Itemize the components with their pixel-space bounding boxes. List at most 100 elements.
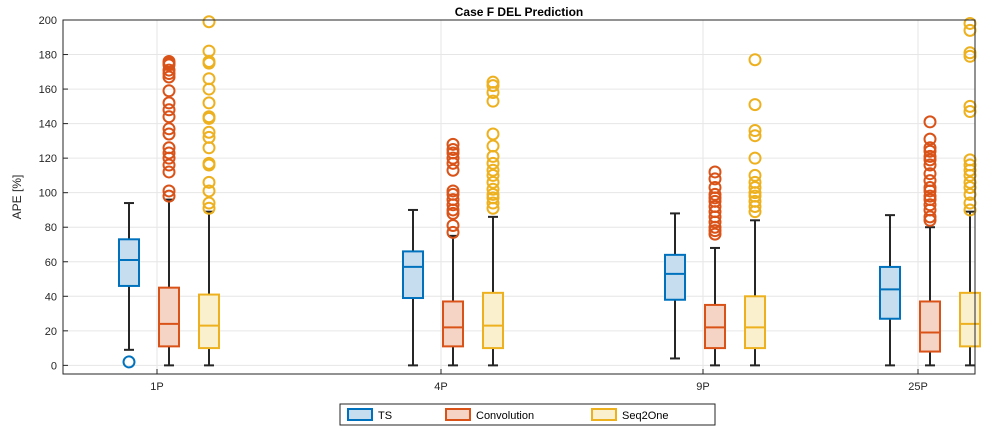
legend-label: Convolution bbox=[476, 410, 534, 422]
y-tick-label: 40 bbox=[45, 291, 57, 303]
box-iqr bbox=[919, 300, 941, 353]
outlier-point bbox=[162, 96, 176, 110]
outlier-point bbox=[923, 210, 937, 224]
outlier-point bbox=[486, 196, 500, 210]
box-TS-4P bbox=[402, 208, 424, 367]
y-tick-label: 160 bbox=[39, 84, 57, 96]
outlier-point bbox=[202, 72, 216, 86]
legend-swatch-Convolution bbox=[445, 408, 471, 421]
outlier-point bbox=[122, 355, 136, 369]
outlier-point bbox=[486, 149, 500, 163]
outlier-point bbox=[923, 198, 937, 212]
outlier-point bbox=[708, 187, 722, 201]
outlier-point bbox=[446, 137, 460, 151]
outlier-point bbox=[446, 225, 460, 239]
y-tick-label: 200 bbox=[39, 15, 57, 27]
outlier-point bbox=[486, 139, 500, 153]
outlier-point bbox=[202, 196, 216, 210]
outlier-point bbox=[162, 146, 176, 160]
y-axis-label: APE [%] bbox=[10, 175, 24, 220]
outlier-point bbox=[923, 181, 937, 195]
box-Seq2One-9P bbox=[744, 53, 766, 367]
outlier-point bbox=[446, 218, 460, 232]
x-tick-label: 25P bbox=[908, 381, 928, 393]
outlier-point bbox=[923, 158, 937, 172]
outlier-point bbox=[486, 75, 500, 89]
box-iqr bbox=[959, 291, 981, 348]
y-tick-label: 120 bbox=[39, 153, 57, 165]
outlier-point bbox=[162, 63, 176, 77]
outlier-point bbox=[162, 141, 176, 155]
outlier-point bbox=[446, 143, 460, 157]
x-tick-label: 1P bbox=[150, 381, 163, 393]
outlier-point bbox=[708, 199, 722, 213]
box-TS-1P bbox=[118, 202, 140, 369]
outlier-point bbox=[202, 201, 216, 215]
outlier-point bbox=[748, 129, 762, 143]
y-tick-label: 0 bbox=[51, 360, 57, 372]
outlier-point bbox=[708, 181, 722, 195]
box-iqr bbox=[482, 291, 504, 350]
x-tick-label: 4P bbox=[434, 381, 447, 393]
box-iqr bbox=[744, 295, 766, 350]
outlier-point bbox=[748, 194, 762, 208]
legend-box bbox=[339, 403, 716, 426]
outlier-point bbox=[446, 184, 460, 198]
outlier-point bbox=[202, 156, 216, 170]
outlier-point bbox=[162, 165, 176, 179]
box-Seq2One-25P bbox=[959, 16, 981, 367]
legend-label: Seq2One bbox=[622, 410, 668, 422]
box-TS-9P bbox=[664, 212, 686, 360]
outlier-point bbox=[162, 103, 176, 117]
box-Convolution-4P bbox=[442, 137, 464, 367]
outlier-point bbox=[748, 151, 762, 165]
y-tick-label: 140 bbox=[39, 119, 57, 131]
axis-ticks: 0 20 40 60 80 100 120 140 160 180 200 1P 4P 9P 25P bbox=[39, 15, 928, 393]
box-Seq2One-4P bbox=[482, 75, 504, 367]
y-tick-label: 20 bbox=[45, 326, 57, 338]
outlier-point bbox=[162, 122, 176, 136]
outlier-point bbox=[486, 163, 500, 177]
outlier-point bbox=[162, 127, 176, 141]
box-TS-25P bbox=[879, 214, 901, 367]
outlier-point bbox=[202, 130, 216, 144]
outlier-point bbox=[923, 174, 937, 188]
outlier-point bbox=[923, 167, 937, 181]
outlier-point bbox=[202, 141, 216, 155]
outlier-point bbox=[708, 165, 722, 179]
outlier-point bbox=[748, 53, 762, 67]
outlier-point bbox=[446, 193, 460, 207]
outlier-point bbox=[748, 181, 762, 195]
box-iqr bbox=[118, 238, 140, 287]
box-Seq2One-1P bbox=[198, 15, 220, 367]
outlier-point bbox=[202, 96, 216, 110]
box-series bbox=[118, 15, 981, 369]
box-Convolution-25P bbox=[919, 115, 941, 367]
legend-label: TS bbox=[378, 410, 392, 422]
outlier-point bbox=[708, 172, 722, 186]
y-tick-label: 100 bbox=[39, 188, 57, 200]
outlier-point bbox=[486, 168, 500, 182]
outlier-point bbox=[162, 184, 176, 198]
outlier-point bbox=[202, 110, 216, 124]
outlier-point bbox=[923, 189, 937, 203]
y-tick-label: 60 bbox=[45, 257, 57, 269]
legend: TS Convolution Seq2One bbox=[339, 403, 716, 426]
box-iqr bbox=[664, 253, 686, 301]
outlier-point bbox=[486, 175, 500, 189]
outlier-point bbox=[748, 168, 762, 182]
box-iqr bbox=[158, 286, 180, 348]
outlier-point bbox=[162, 84, 176, 98]
outlier-point bbox=[748, 124, 762, 138]
outlier-point bbox=[486, 127, 500, 141]
outlier-point bbox=[202, 44, 216, 58]
axes-frame bbox=[62, 19, 976, 375]
box-iqr bbox=[879, 265, 901, 320]
outlier-point bbox=[162, 158, 176, 172]
outlier-point bbox=[486, 94, 500, 108]
outlier-point bbox=[748, 98, 762, 112]
outlier-point bbox=[202, 184, 216, 198]
outlier-point bbox=[162, 110, 176, 124]
outlier-point bbox=[923, 149, 937, 163]
legend-swatch-TS bbox=[347, 408, 373, 421]
